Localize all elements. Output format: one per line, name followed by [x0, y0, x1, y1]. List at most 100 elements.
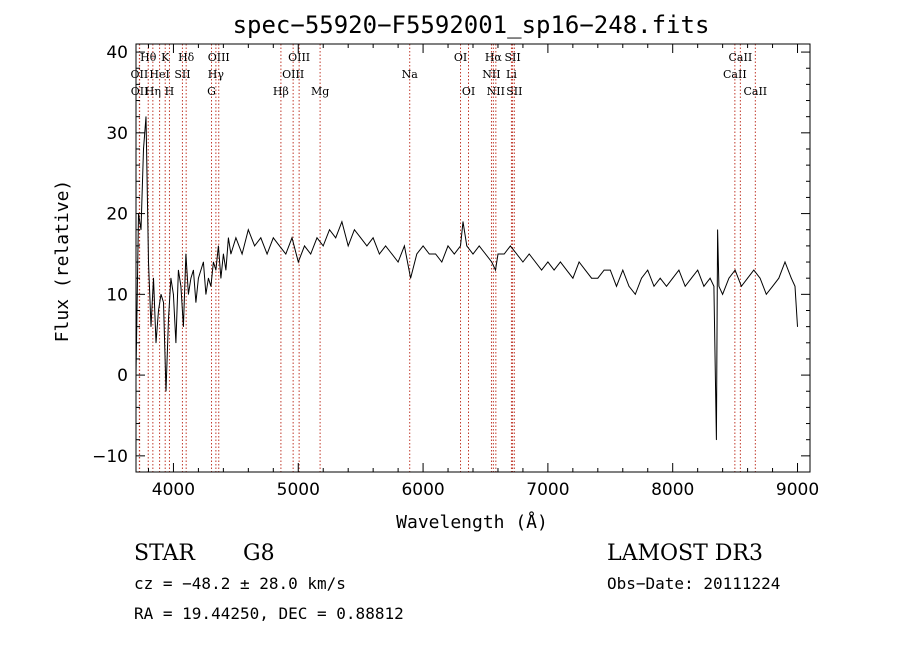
line-label-24: SII [506, 85, 522, 98]
line-label-25: CaII [723, 68, 747, 81]
data-point-18 [180, 285, 182, 287]
data-point-121 [717, 229, 719, 231]
data-point-16 [175, 342, 177, 344]
x-tick-label-5: 9000 [776, 480, 819, 500]
line-label-18: OI [462, 85, 475, 98]
data-point-24 [195, 302, 197, 303]
data-point-96 [572, 277, 574, 279]
data-point-29 [207, 277, 209, 279]
data-point-107 [641, 277, 642, 279]
line-label-2: Hθ [140, 51, 157, 64]
data-point-7 [153, 277, 154, 279]
data-point-88 [522, 261, 524, 263]
y-tick-label-5: 40 [106, 43, 128, 63]
line-label-6: H [165, 85, 175, 98]
data-point-94 [559, 261, 561, 263]
data-point-127 [747, 277, 748, 279]
data-point-41 [241, 253, 243, 255]
data-point-2 [140, 229, 142, 231]
data-point-99 [591, 277, 592, 279]
data-point-125 [734, 269, 736, 271]
data-point-11 [163, 302, 164, 303]
data-point-106 [634, 293, 636, 295]
data-point-27 [203, 261, 204, 263]
data-point-46 [272, 237, 274, 239]
line-label-14: OIII [288, 51, 310, 64]
x-tick-label-0: 4000 [152, 480, 195, 500]
data-point-75 [453, 253, 455, 255]
data-point-131 [772, 285, 773, 287]
line-label-19: NII [482, 68, 500, 81]
data-point-3 [143, 148, 144, 150]
data-point-51 [304, 245, 305, 247]
data-point-30 [210, 285, 212, 287]
redshift-velocity: cz = −48.2 ± 28.0 km/s [134, 574, 346, 593]
data-point-44 [260, 237, 262, 239]
data-point-68 [410, 277, 411, 279]
data-point-26 [200, 269, 202, 271]
data-point-10 [160, 293, 162, 295]
data-point-83 [495, 269, 496, 271]
data-point-62 [372, 237, 374, 239]
data-point-77 [462, 221, 464, 223]
line-label-26: CaII [729, 51, 753, 64]
data-point-67 [403, 245, 405, 247]
line-label-20: Hα [485, 51, 503, 64]
data-point-82 [491, 261, 493, 263]
data-point-98 [584, 269, 586, 271]
y-axis-ticks: −10 0 10 20 30 40 [92, 43, 810, 467]
data-point-45 [266, 253, 268, 255]
object-subclass: G8 [243, 541, 275, 566]
data-point-79 [472, 253, 474, 255]
data-point-78 [466, 245, 468, 247]
data-point-42 [247, 229, 249, 231]
data-point-69 [416, 253, 418, 255]
data-point-19 [183, 326, 184, 328]
data-point-73 [441, 261, 443, 263]
data-point-87 [516, 253, 518, 255]
data-point-5 [148, 261, 149, 263]
data-point-120 [715, 439, 717, 441]
y-tick-label-0: −10 [92, 447, 128, 467]
line-label-12: Hβ [273, 85, 289, 98]
data-point-135 [794, 285, 796, 287]
data-point-55 [329, 229, 330, 231]
data-point-25 [198, 277, 199, 279]
data-point-104 [622, 269, 624, 271]
data-point-113 [678, 269, 680, 271]
data-point-61 [366, 245, 368, 247]
x-tick-label-2: 6000 [401, 480, 444, 500]
data-point-40 [235, 237, 237, 239]
data-point-12 [165, 390, 167, 392]
data-point-65 [391, 253, 393, 255]
data-point-92 [547, 261, 549, 263]
data-point-119 [713, 285, 715, 287]
data-point-9 [158, 310, 159, 311]
data-point-8 [155, 342, 157, 344]
data-point-15 [173, 293, 174, 295]
data-point-129 [759, 277, 761, 279]
data-point-108 [647, 269, 649, 271]
line-label-9: OIII [208, 51, 230, 64]
data-point-28 [205, 293, 207, 295]
data-point-126 [740, 285, 742, 287]
data-point-111 [666, 285, 667, 287]
line-label-23: Li [506, 68, 517, 81]
data-point-93 [553, 269, 555, 271]
line-label-10: Hγ [208, 68, 225, 81]
data-point-123 [722, 293, 724, 295]
data-point-52 [310, 253, 312, 255]
data-point-117 [703, 285, 705, 287]
data-point-76 [460, 245, 461, 247]
data-point-20 [185, 253, 187, 255]
data-point-122 [718, 285, 720, 287]
line-label-27: CaII [743, 85, 767, 98]
data-point-17 [178, 269, 179, 271]
data-point-33 [217, 245, 219, 247]
x-axis-ticks: 4000 5000 6000 7000 8000 9000 [147, 44, 819, 500]
line-label-15: Mg [311, 85, 329, 98]
data-point-81 [485, 253, 486, 255]
line-label-13: OIII [282, 68, 304, 81]
data-point-112 [672, 277, 674, 279]
